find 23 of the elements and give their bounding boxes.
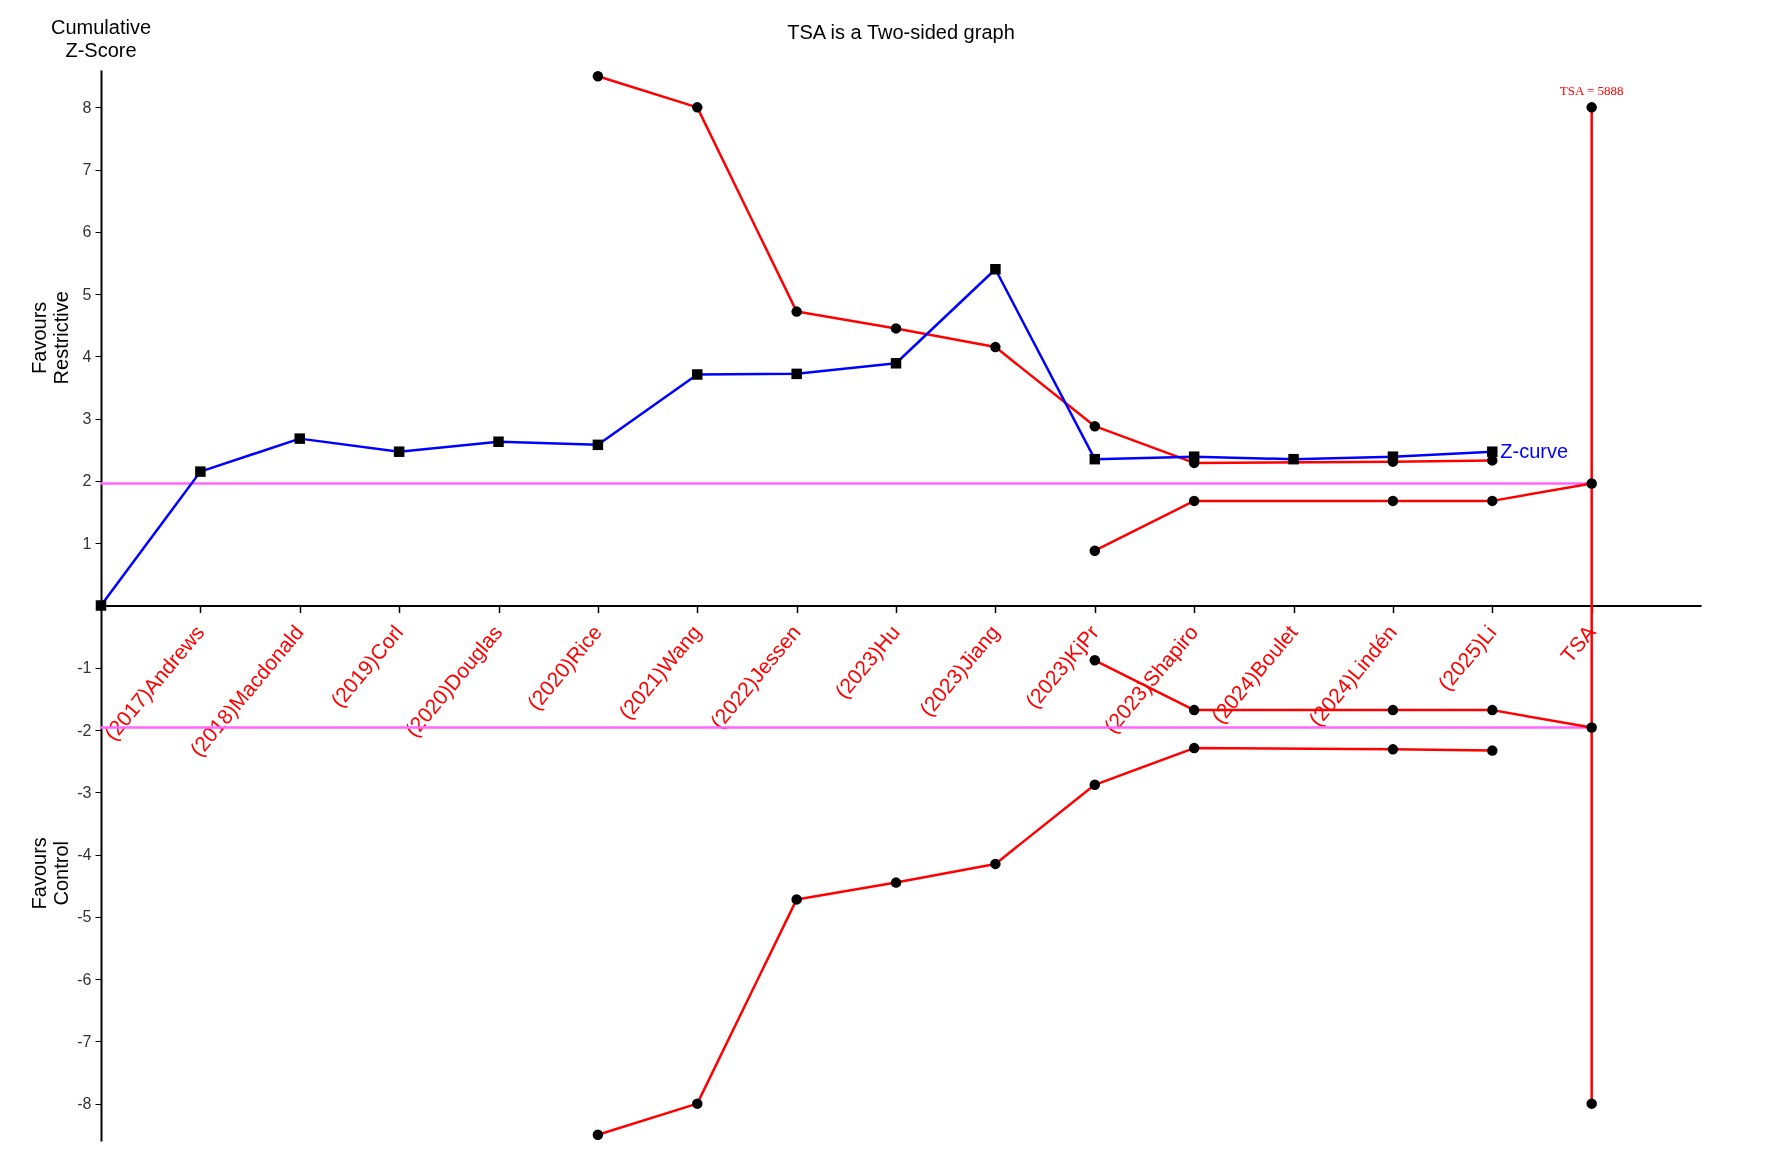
y-tick-label: 1 — [82, 534, 92, 552]
y-tick-label: -2 — [77, 721, 92, 739]
y-tick-label: 5 — [82, 285, 92, 303]
y-tick-label: -5 — [77, 908, 92, 926]
y-tick-label: -6 — [77, 970, 92, 988]
text: Favours Restrictive — [28, 291, 72, 385]
x-tick-label: TSA — [1555, 620, 1600, 667]
chart-title: TSA is a Two-sided graph — [787, 21, 1015, 43]
y-tick-label: 4 — [82, 347, 92, 365]
annotation: TSA = 5888 — [1559, 83, 1624, 99]
y-tick-label: -7 — [77, 1032, 92, 1050]
series-label: Z-curve — [1500, 439, 1569, 462]
y-tick-label: -4 — [77, 846, 92, 864]
y-tick-label: 6 — [82, 223, 92, 241]
y-tick-label: -8 — [77, 1095, 92, 1113]
text: Favours Control — [28, 837, 72, 910]
y-tick-label: 7 — [82, 161, 92, 179]
y-tick-label: 2 — [82, 472, 92, 490]
y-tick-label: 3 — [82, 410, 92, 428]
y-tick-label: -1 — [77, 659, 92, 677]
y-axis-title: Cumulative Z-Score — [50, 16, 152, 61]
y-tick-label: 8 — [82, 98, 92, 116]
y-tick-label: -3 — [77, 783, 92, 801]
